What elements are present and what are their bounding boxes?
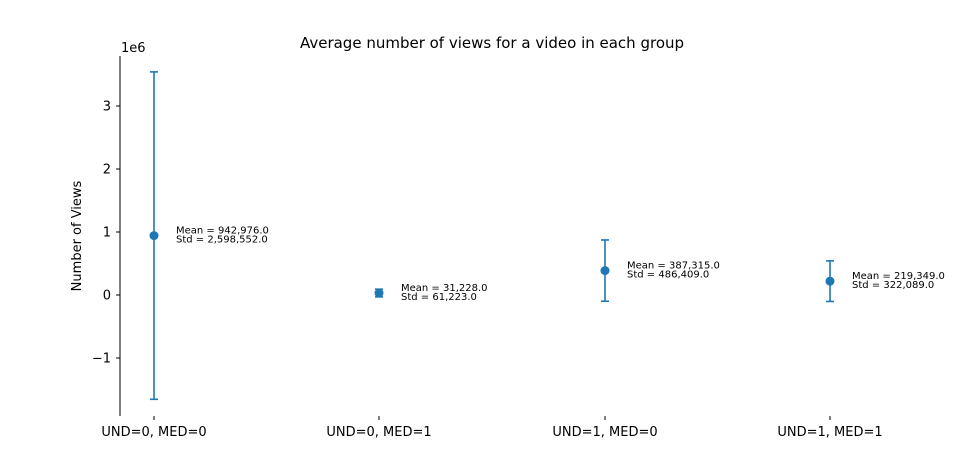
- mean-annotation: Mean = 31,228.0: [401, 283, 488, 294]
- std-annotation: Std = 61,223.0: [401, 292, 477, 303]
- x-tick-label: UND=0, MED=0: [101, 425, 206, 440]
- x-tick-label: UND=0, MED=1: [326, 425, 431, 440]
- y-ticks: −1 0 1 2 3: [92, 100, 120, 367]
- std-annotation: Std = 486,409.0: [627, 270, 709, 281]
- std-annotation: Std = 322,089.0: [852, 280, 934, 291]
- y-tick-label: 3: [103, 100, 111, 115]
- y-tick-label: −1: [92, 352, 111, 367]
- chart-title: Average number of views for a video in e…: [300, 34, 684, 52]
- y-tick-label: 2: [103, 163, 111, 178]
- mean-point: [825, 276, 835, 286]
- std-annotation: Std = 2,598,552.0: [176, 235, 268, 246]
- y-axis-offset-label: 1e6: [121, 41, 146, 56]
- x-ticks: UND=0, MED=0 UND=0, MED=1 UND=1, MED=0 UND=…: [101, 416, 883, 440]
- mean-point: [149, 231, 159, 241]
- mean-annotation: Mean = 219,349.0: [852, 271, 945, 282]
- mean-point: [374, 288, 384, 298]
- mean-annotation: Mean = 387,315.0: [627, 261, 720, 272]
- x-tick-label: UND=1, MED=0: [552, 425, 657, 440]
- mean-point: [600, 266, 610, 276]
- y-axis-label: Number of Views: [70, 180, 85, 291]
- y-tick-label: 0: [103, 289, 111, 304]
- y-tick-label: 1: [103, 226, 111, 241]
- mean-annotation: Mean = 942,976.0: [176, 226, 269, 237]
- x-tick-label: UND=1, MED=1: [777, 425, 882, 440]
